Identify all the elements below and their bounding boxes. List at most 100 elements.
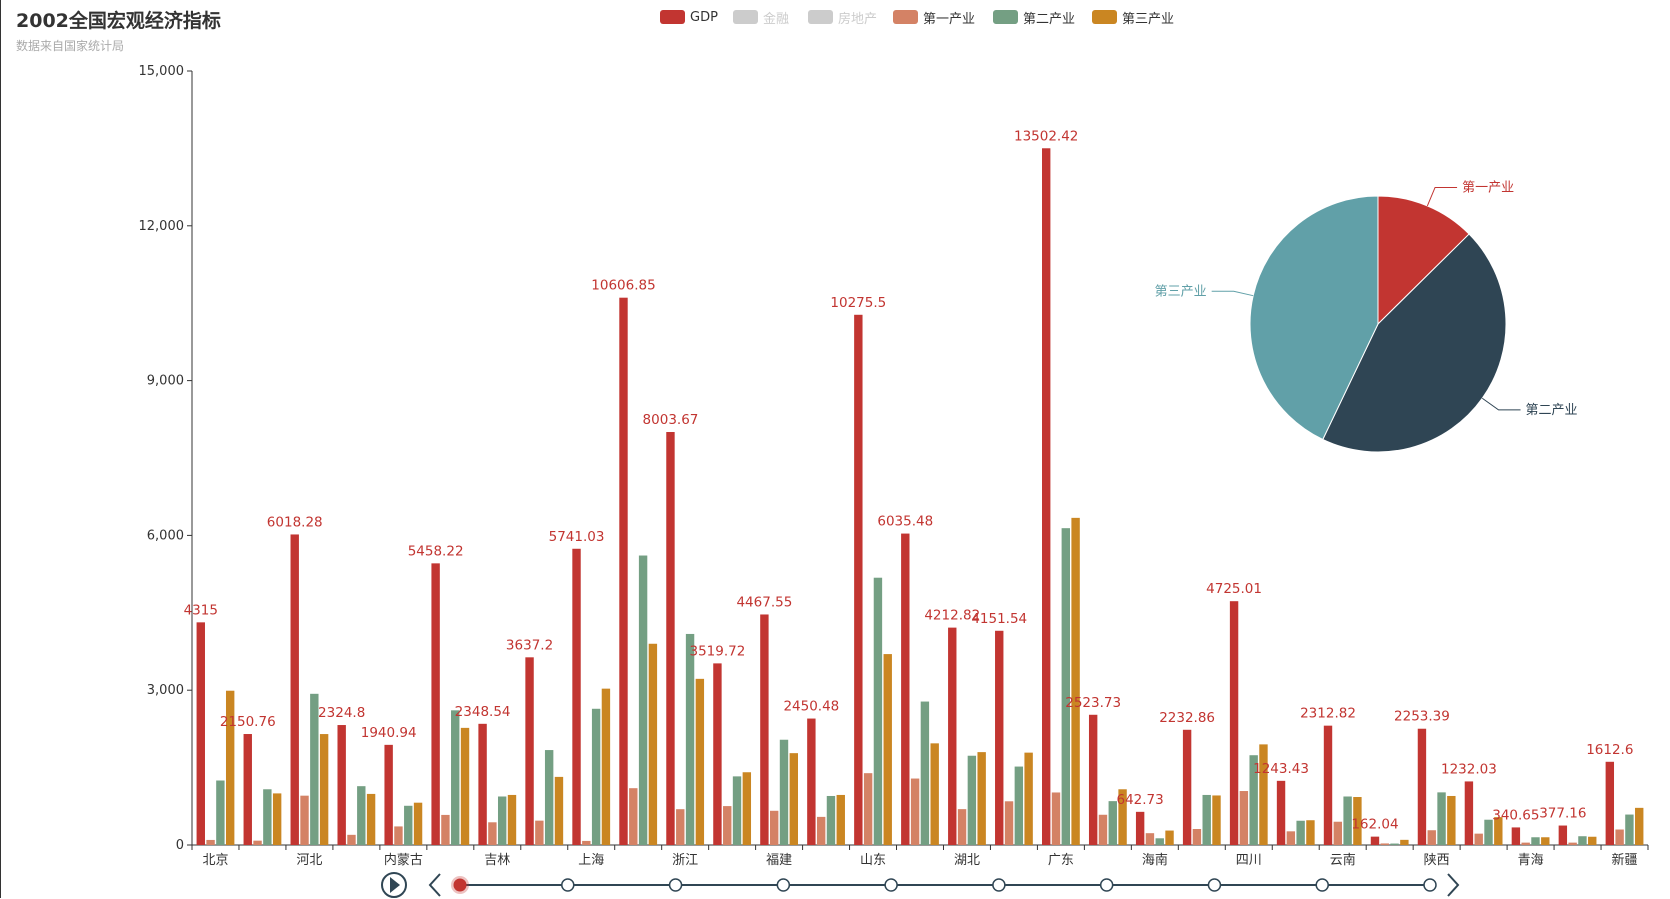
bar[interactable] [591, 708, 601, 845]
bar[interactable] [995, 630, 1004, 845]
timeline-node[interactable] [1423, 878, 1437, 892]
bar[interactable] [1417, 728, 1427, 845]
bar[interactable] [216, 780, 225, 846]
legend-item[interactable]: 金融 [733, 6, 789, 28]
bar[interactable] [807, 718, 816, 845]
timeline-current-node[interactable] [453, 878, 467, 892]
bar[interactable] [629, 788, 638, 845]
bar[interactable] [1625, 814, 1634, 845]
bar[interactable] [1333, 821, 1343, 845]
timeline-node[interactable] [1099, 878, 1114, 892]
bar[interactable] [1239, 791, 1249, 845]
bar[interactable] [319, 734, 329, 845]
bar[interactable] [769, 810, 779, 845]
bar[interactable] [582, 840, 591, 845]
bar[interactable] [1615, 829, 1624, 845]
bar[interactable] [1353, 797, 1362, 845]
bar[interactable] [1323, 725, 1333, 845]
bar[interactable] [1155, 838, 1164, 845]
bar[interactable] [206, 839, 215, 845]
legend-item[interactable]: 第二产业 [993, 6, 1075, 28]
bar[interactable] [826, 795, 836, 845]
bar[interactable] [1108, 801, 1117, 845]
bar[interactable] [347, 834, 356, 845]
bar[interactable] [488, 822, 497, 845]
bar[interactable] [1380, 843, 1389, 845]
bar[interactable] [1635, 807, 1644, 845]
bar[interactable] [1588, 836, 1597, 845]
bar[interactable] [930, 743, 939, 845]
bar[interactable] [1578, 836, 1587, 845]
bar[interactable] [1061, 528, 1071, 845]
bar[interactable] [1568, 842, 1577, 845]
bar[interactable] [253, 840, 262, 845]
bar[interactable] [1474, 833, 1483, 845]
bar[interactable] [1249, 755, 1258, 845]
bar[interactable] [1118, 789, 1127, 845]
timeline-node[interactable] [668, 878, 683, 892]
bar[interactable] [760, 614, 769, 845]
bar[interactable] [272, 793, 282, 845]
play-button[interactable] [381, 872, 407, 898]
bar[interactable] [1427, 830, 1436, 845]
legend-item[interactable]: 第三产业 [1092, 6, 1174, 28]
bar[interactable] [357, 786, 366, 845]
bar[interactable] [366, 793, 376, 845]
bar[interactable] [732, 776, 742, 845]
bar[interactable] [723, 806, 732, 845]
bar[interactable] [977, 752, 986, 845]
bar[interactable] [816, 816, 826, 845]
bar[interactable] [263, 789, 272, 845]
bar[interactable] [404, 805, 413, 845]
bar[interactable] [554, 776, 564, 845]
bar[interactable] [1088, 714, 1098, 845]
bar[interactable] [572, 548, 581, 845]
bar[interactable] [1042, 148, 1051, 845]
bar[interactable] [1494, 817, 1503, 845]
bar[interactable] [310, 693, 319, 845]
bar[interactable] [1192, 829, 1202, 845]
bar[interactable] [779, 739, 789, 845]
bar[interactable] [967, 755, 977, 845]
timeline-node[interactable] [992, 878, 1006, 892]
bar[interactable] [1447, 795, 1456, 845]
bar[interactable] [789, 753, 798, 845]
bar[interactable] [1558, 825, 1568, 845]
bar[interactable] [478, 723, 487, 845]
play-icon[interactable] [381, 872, 407, 898]
bar[interactable] [910, 778, 920, 845]
bar[interactable] [1165, 830, 1174, 845]
bar[interactable] [1605, 761, 1615, 845]
timeline-node[interactable] [884, 878, 898, 892]
bar[interactable] [836, 794, 845, 845]
bar[interactable] [243, 734, 252, 845]
bar[interactable] [497, 796, 507, 845]
bar[interactable] [676, 809, 685, 845]
bar[interactable] [300, 795, 309, 845]
bar[interactable] [1145, 833, 1155, 845]
timeline-node[interactable] [776, 878, 791, 892]
bar[interactable] [1212, 795, 1221, 845]
bar[interactable] [1296, 820, 1305, 845]
bar[interactable] [337, 725, 346, 845]
legend-item[interactable]: 第一产业 [893, 6, 975, 28]
bar[interactable] [1051, 792, 1061, 845]
bar[interactable] [384, 744, 393, 845]
bar[interactable] [713, 663, 722, 845]
bar[interactable] [460, 727, 470, 845]
chevron-left-icon[interactable] [428, 873, 441, 897]
bar[interactable] [957, 809, 967, 845]
bar[interactable] [1229, 601, 1239, 845]
bar[interactable] [1521, 842, 1530, 845]
bar[interactable] [431, 563, 440, 845]
bar[interactable] [742, 772, 752, 845]
bar[interactable] [920, 701, 930, 845]
bar[interactable] [695, 678, 705, 845]
bar[interactable] [666, 432, 675, 845]
bar[interactable] [196, 622, 205, 845]
bar[interactable] [1182, 729, 1192, 845]
bar[interactable] [1098, 814, 1108, 845]
timeline-node[interactable] [1207, 878, 1222, 892]
chevron-right-icon[interactable] [1447, 873, 1460, 897]
timeline-node[interactable] [561, 878, 575, 892]
